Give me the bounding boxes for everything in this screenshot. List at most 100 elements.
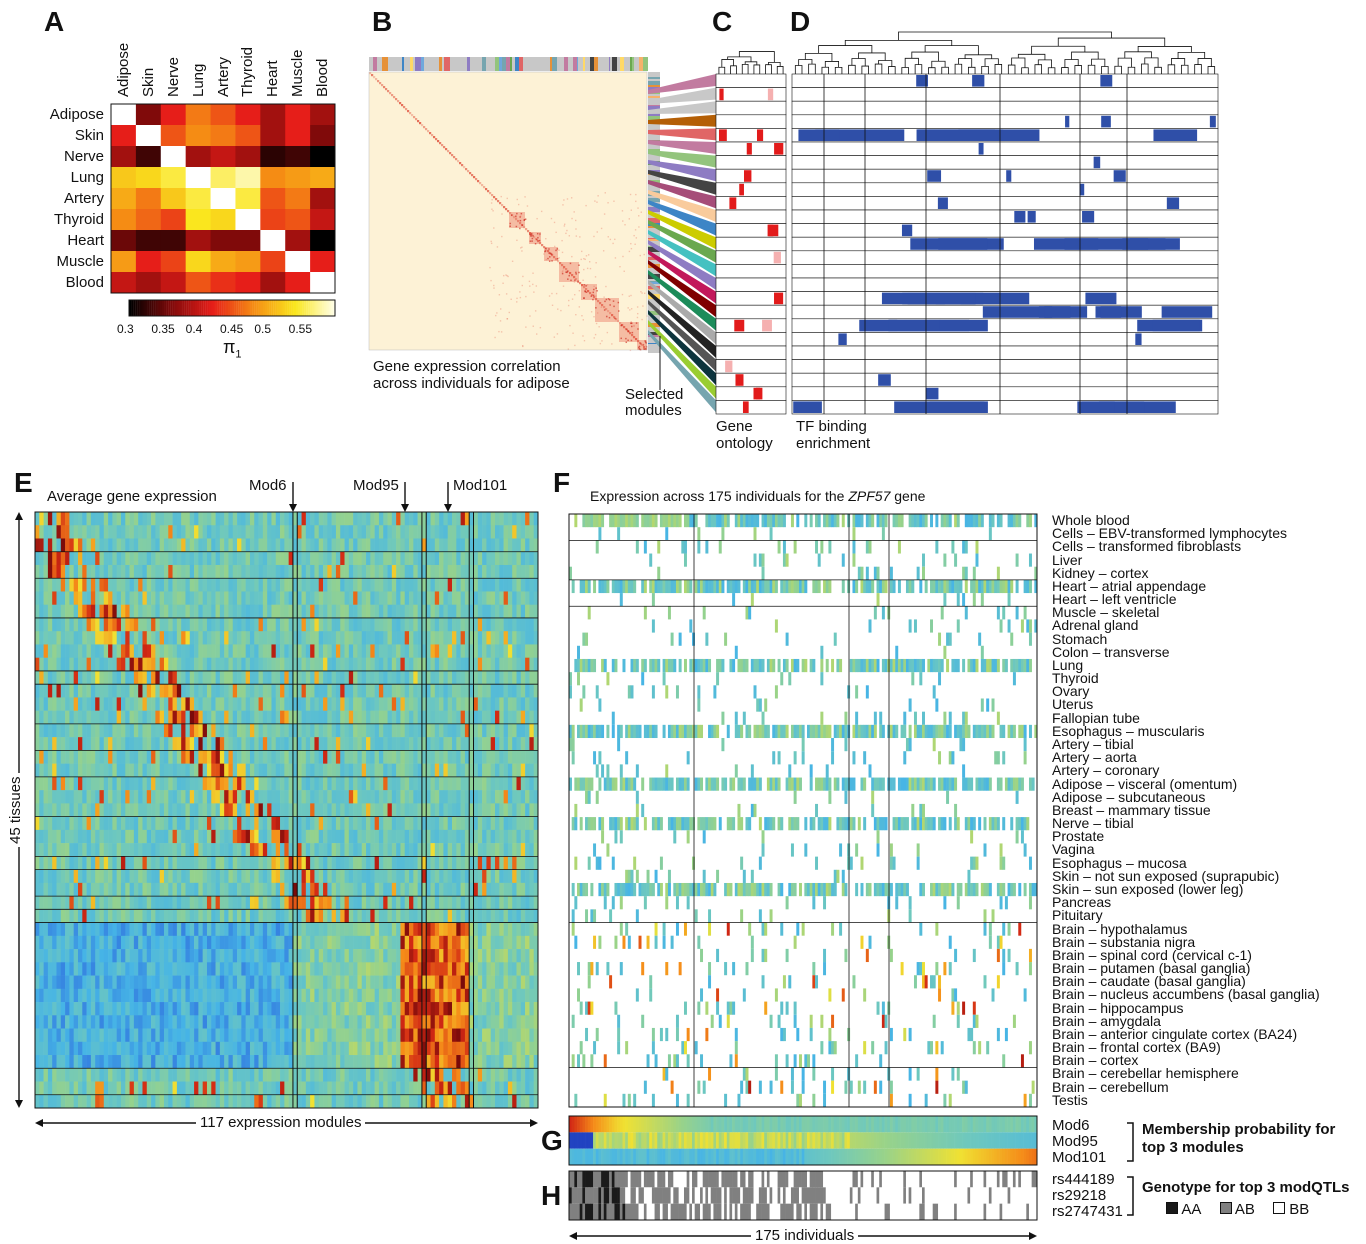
- heat-cell: [61, 949, 66, 963]
- heat-cell: [216, 618, 221, 632]
- heat-cell: [82, 565, 87, 579]
- dendrogram-link: [1171, 59, 1184, 66]
- heat-cell: [173, 856, 178, 870]
- heat-cell: [456, 618, 461, 632]
- heat-cell: [151, 578, 156, 592]
- heat-cell: [185, 843, 190, 857]
- heat-cell: [426, 618, 431, 632]
- heat-cell: [198, 870, 203, 884]
- heat-cell: [151, 896, 156, 910]
- heat-cell: [142, 883, 147, 897]
- heat-cell: [181, 936, 186, 950]
- heat-cell: [263, 512, 268, 526]
- heat-cell: [65, 737, 70, 751]
- heat-cell: [78, 512, 83, 526]
- heat-cell: [409, 658, 414, 672]
- module-color: [502, 57, 506, 71]
- module-color: [398, 57, 402, 71]
- heat-cell: [99, 750, 104, 764]
- heat-cell: [388, 936, 393, 950]
- heat-cell: [160, 552, 165, 566]
- heat-cell: [235, 167, 260, 189]
- heat-cell: [431, 843, 436, 857]
- heat-cell: [203, 750, 208, 764]
- module-dot: [551, 253, 553, 255]
- heat-cell: [486, 538, 491, 552]
- heat-cell: [164, 724, 169, 738]
- heat-cell: [134, 777, 139, 791]
- heat-cell: [508, 684, 513, 698]
- heat-cell: [525, 591, 530, 605]
- module-dot: [638, 347, 640, 349]
- heat-cell: [263, 578, 268, 592]
- noise-dot: [491, 209, 492, 210]
- heat-cell: [327, 909, 332, 923]
- heat-cell: [314, 750, 319, 764]
- dendrogram-link: [835, 67, 842, 74]
- heat-cell: [203, 658, 208, 672]
- heat-cell: [482, 724, 487, 738]
- heat-cell: [216, 658, 221, 672]
- heat-cell: [512, 605, 517, 619]
- heat-cell: [504, 525, 509, 539]
- heat-cell: [194, 777, 199, 791]
- heat-cell: [82, 843, 87, 857]
- heat-cell: [345, 764, 350, 778]
- colorbar-segment: [197, 300, 199, 316]
- noise-dot: [569, 325, 570, 326]
- noise-dot: [532, 233, 533, 234]
- noise-dot: [536, 218, 537, 219]
- diag-cell: [417, 120, 419, 122]
- heat-cell: [155, 618, 160, 632]
- heat-cell: [74, 525, 79, 539]
- heat-cell: [362, 618, 367, 632]
- panel-b-correlation-heatmap: [369, 72, 647, 350]
- module-color: [512, 57, 515, 71]
- heat-cell: [443, 631, 448, 645]
- heat-cell: [525, 552, 530, 566]
- heat-cell: [426, 803, 431, 817]
- heat-cell: [224, 644, 229, 658]
- heat-cell: [173, 658, 178, 672]
- heat-cell: [508, 671, 513, 685]
- heat-cell: [233, 936, 238, 950]
- heat-cell: [254, 512, 259, 526]
- heat-cell: [366, 671, 371, 685]
- heat-cell: [78, 936, 83, 950]
- heat-cell: [525, 936, 530, 950]
- heat-cell: [499, 658, 504, 672]
- noise-dot: [529, 315, 530, 316]
- heat-cell: [443, 618, 448, 632]
- heat-cell: [409, 830, 414, 844]
- heat-cell: [474, 870, 479, 884]
- heat-cell: [203, 525, 208, 539]
- heat-cell: [164, 631, 169, 645]
- module-dot: [640, 343, 642, 345]
- heat-cell: [491, 618, 496, 632]
- heat-cell: [482, 631, 487, 645]
- heat-cell: [439, 684, 444, 698]
- heat-cell: [431, 936, 436, 950]
- heat-cell: [138, 591, 143, 605]
- heat-cell: [327, 936, 332, 950]
- heat-cell: [426, 737, 431, 751]
- noise-dot: [593, 316, 594, 317]
- heat-cell: [388, 684, 393, 698]
- colorbar-segment: [236, 300, 238, 316]
- heat-cell: [228, 737, 233, 751]
- heat-cell: [61, 896, 66, 910]
- heat-cell: [121, 697, 126, 711]
- heat-cell: [332, 618, 337, 632]
- heat-cell: [366, 711, 371, 725]
- heat-cell: [486, 565, 491, 579]
- module-color: [630, 57, 632, 71]
- heat-cell: [108, 618, 113, 632]
- heat-cell: [271, 777, 276, 791]
- heat-cell: [69, 750, 74, 764]
- go-row: [716, 210, 786, 224]
- heat-cell: [448, 565, 453, 579]
- heat-cell: [194, 817, 199, 831]
- heat-cell: [495, 711, 500, 725]
- heat-cell: [375, 565, 380, 579]
- heat-cell: [297, 697, 302, 711]
